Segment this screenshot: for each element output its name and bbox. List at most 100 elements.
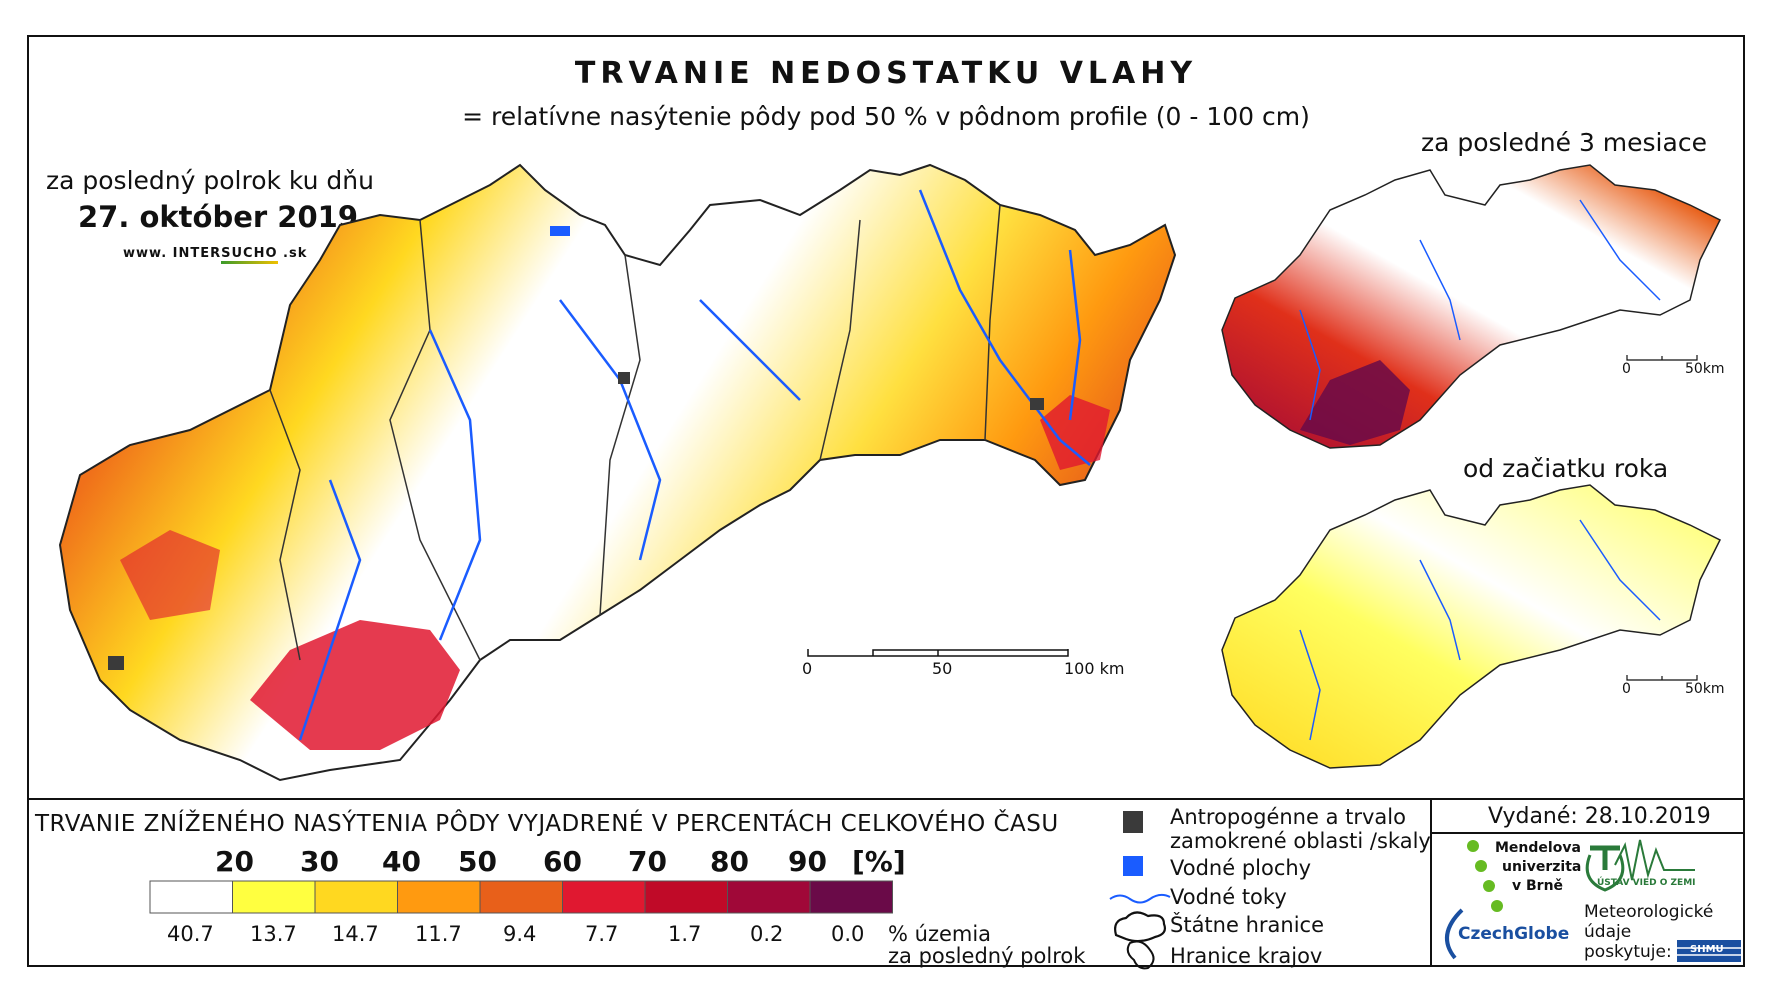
website-prefix: www. INTER <box>123 246 222 261</box>
legend-color-bar <box>149 880 893 914</box>
page-title: TRVANIE NEDOSTATKU VLAHY <box>574 56 1198 91</box>
legend-area-pct-4: 9.4 <box>503 922 537 946</box>
mendel-line3: v Brně <box>1512 878 1564 894</box>
czechglobe-logo-arc <box>1445 908 1464 960</box>
legend-area-unit-line1: % územia <box>888 922 992 946</box>
inset-3m-territory <box>1221 164 1722 449</box>
meteo-line3: poskytuje: <box>1584 942 1672 962</box>
legend-break-40: 40 <box>382 845 421 878</box>
main-map-hotspot-south <box>250 620 460 750</box>
legend-swatch-0 <box>149 880 233 914</box>
legend-swatch-3 <box>397 880 481 914</box>
legend-break-30: 30 <box>300 845 339 878</box>
legend-swatch-1 <box>232 880 316 914</box>
inset-3m-map <box>1221 164 1722 449</box>
legend-area-pct-2: 14.7 <box>332 922 379 946</box>
legend-break-60: 60 <box>543 845 582 878</box>
regional-border-symbol <box>1126 940 1155 970</box>
issued-date: Vydané: 28.10.2019 <box>1488 804 1711 829</box>
rivers-symbol <box>1109 893 1171 904</box>
main-scale-label-100: 100 km <box>1064 659 1125 678</box>
state-border-symbol <box>1114 911 1167 943</box>
main-scale-label-0: 0 <box>802 659 813 678</box>
inset-ytd-scale-bar <box>1626 675 1698 681</box>
legend-break-80: 80 <box>710 845 749 878</box>
czechglobe-logo: CzechGlobe <box>1458 924 1569 944</box>
legend-swatch-5 <box>562 880 646 914</box>
key-regional-border: Hranice krajov <box>1170 944 1323 968</box>
water-bodies-swatch <box>1123 856 1143 876</box>
czechglobe-a: Czech <box>1458 924 1515 944</box>
main-map-urban-center <box>618 372 630 384</box>
main-map-hotspot-west <box>120 530 220 620</box>
main-map-hotspot-east <box>1040 395 1110 470</box>
inset-3m-rivers <box>1299 199 1661 421</box>
meteo-line1: Meteorologické <box>1584 902 1714 922</box>
legend-swatch-7 <box>727 880 811 914</box>
legend-area-pct-6: 1.7 <box>668 922 702 946</box>
issued-separator-horizontal <box>1430 832 1745 834</box>
website-suffix: .sk <box>277 246 308 261</box>
legend-area-pct-8: 0.0 <box>831 922 865 946</box>
mendel-line2: univerzita <box>1502 859 1582 875</box>
map-frame <box>27 35 1745 967</box>
main-map <box>58 163 1177 782</box>
inset-ytd-scale-label-50: 50km <box>1685 681 1725 697</box>
anthropogenic-swatch <box>1123 811 1143 833</box>
legend-swatch-8 <box>809 880 893 914</box>
mendel-dots <box>1467 840 1503 912</box>
legend-break-70: 70 <box>628 845 667 878</box>
legend-title: TRVANIE ZNÍŽENÉHO NASÝTENIA PÔDY VYJADRE… <box>35 811 1059 837</box>
key-anthropogenic-line1: Antropogénne a trvalo <box>1170 805 1406 829</box>
main-map-period-label: za posledný polrok ku dňu <box>46 166 374 195</box>
main-map-scale-bar <box>807 649 1069 657</box>
main-map-urban-bratislava <box>108 656 124 670</box>
page-subtitle: = relatívne nasýtenie pôdy pod 50 % v pô… <box>462 102 1310 131</box>
inset-ytd-map <box>1221 484 1722 769</box>
czechglobe-b: Globe <box>1514 924 1570 944</box>
main-map-territory <box>58 163 1177 782</box>
key-state-border: Štátne hranice <box>1170 913 1324 937</box>
legend-area-pct-1: 13.7 <box>250 922 297 946</box>
shmu-logo <box>1677 940 1741 962</box>
legend-area-pct-7: 0.2 <box>750 922 784 946</box>
legend-swatch-6 <box>644 880 728 914</box>
main-scale-label-50: 50 <box>932 659 953 678</box>
main-map-region-borders <box>269 204 1001 661</box>
legend-swatch-2 <box>314 880 398 914</box>
inset-3m-scale-label-50: 50km <box>1685 361 1725 377</box>
key-water-bodies: Vodné plochy <box>1170 856 1312 880</box>
legend-area-unit-line2: za posledný polrok <box>888 944 1086 968</box>
mendel-line1: Mendelova <box>1495 840 1581 856</box>
main-map-water-body <box>550 226 570 236</box>
inset-ytd-scale-label-0: 0 <box>1622 681 1631 697</box>
inset-ytd-territory <box>1221 484 1722 769</box>
main-map-urban-kosice <box>1030 398 1044 410</box>
main-map-rivers <box>298 189 1091 741</box>
inset-ytd-label: od začiatku roka <box>1463 454 1669 483</box>
legend-break-90: 90 <box>788 845 827 878</box>
legend-area-pct-0: 40.7 <box>167 922 214 946</box>
key-anthropogenic-line2: zamokrené oblasti /skaly <box>1170 829 1431 853</box>
legend-break-50: 50 <box>458 845 497 878</box>
shmu-label: SHMU <box>1690 944 1724 955</box>
legend-unit: [%] <box>852 845 906 878</box>
meteo-line2: údaje <box>1584 922 1632 942</box>
legend-area-pct-3: 11.7 <box>415 922 462 946</box>
main-map-date: 27. október 2019 <box>78 200 359 234</box>
legend-swatch-4 <box>479 880 563 914</box>
inset-ytd-rivers <box>1299 519 1661 741</box>
institute-logo <box>1585 839 1695 892</box>
inset-3m-hotspot <box>1300 360 1410 445</box>
legend-break-20: 20 <box>215 845 254 878</box>
inset-3m-label: za posledné 3 mesiace <box>1421 128 1707 157</box>
legend-separator <box>27 798 1745 800</box>
website-label: www. INTERSUCHO .sk <box>123 246 307 261</box>
key-rivers: Vodné toky <box>1170 885 1287 909</box>
inset-3m-scale-bar <box>1626 355 1698 361</box>
website-highlight: SUCHO <box>221 246 278 261</box>
institute-name: ÚSTAV VIED O ZEMI <box>1597 878 1696 888</box>
legend-area-pct-5: 7.7 <box>585 922 619 946</box>
inset-3m-scale-label-0: 0 <box>1622 361 1631 377</box>
